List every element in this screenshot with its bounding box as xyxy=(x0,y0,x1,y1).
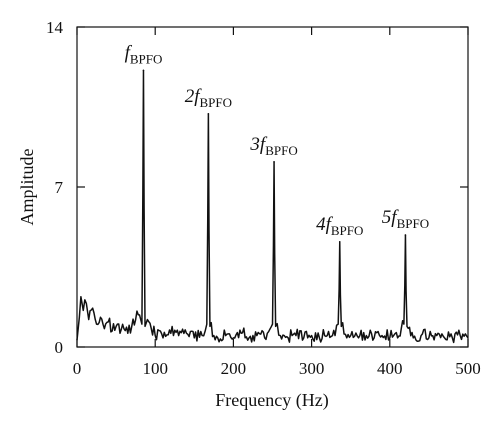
y-tick-label: 7 xyxy=(55,178,64,197)
peak-point xyxy=(404,234,407,236)
y-axis-label: Amplitude xyxy=(17,148,37,225)
peak-point xyxy=(207,113,210,115)
peak-point xyxy=(338,241,341,243)
peak-annotation: 5fBPFO xyxy=(382,207,429,231)
peak-point xyxy=(142,69,145,72)
x-tick-label: 500 xyxy=(455,359,481,378)
peak-point xyxy=(273,161,275,163)
x-axis-label: Frequency (Hz) xyxy=(215,390,328,411)
peak-annotation: 3fBPFO xyxy=(249,134,297,158)
x-tick-label: 0 xyxy=(73,359,82,378)
x-tick-label: 100 xyxy=(142,359,168,378)
x-tick-label: 200 xyxy=(221,359,247,378)
peak-annotation: 4fBPFO xyxy=(316,214,363,238)
x-tick-label: 400 xyxy=(377,359,403,378)
y-tick-label: 14 xyxy=(46,18,64,37)
y-tick-label: 0 xyxy=(55,338,64,357)
peak-annotation: 2fBPFO xyxy=(185,86,232,110)
spectrum-series-line xyxy=(76,69,469,344)
x-tick-label: 300 xyxy=(299,359,325,378)
peak-annotation: fBPFO xyxy=(125,42,163,66)
